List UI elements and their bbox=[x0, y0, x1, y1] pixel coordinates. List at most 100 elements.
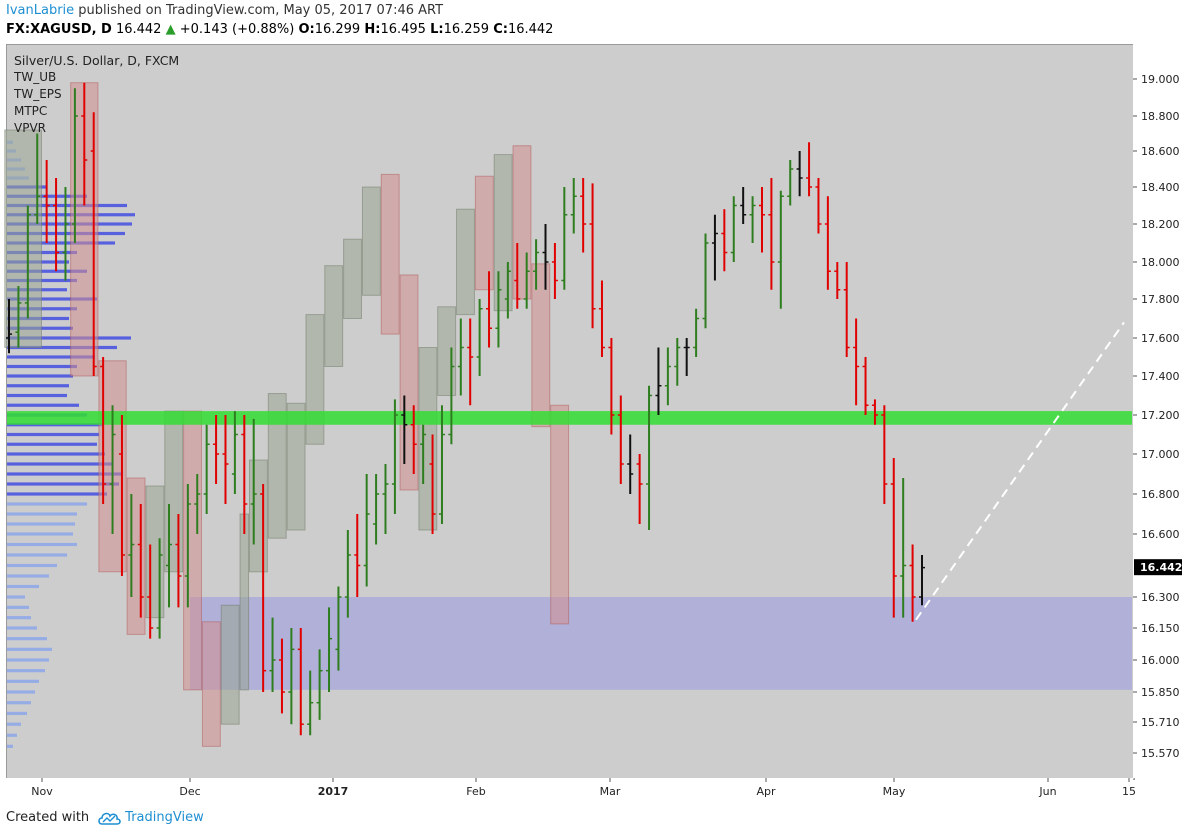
swing-box bbox=[164, 410, 184, 573]
volume-profile-bar bbox=[7, 297, 97, 301]
swing-box bbox=[286, 402, 306, 531]
volume-profile-bar bbox=[7, 733, 17, 737]
volume-profile-bar bbox=[7, 553, 67, 557]
volume-profile-bar bbox=[7, 605, 29, 609]
volume-profile-bar bbox=[7, 522, 75, 526]
volume-profile-bar bbox=[7, 574, 49, 578]
volume-profile-bar bbox=[7, 647, 52, 651]
price-axis[interactable] bbox=[1133, 44, 1184, 778]
price-axis-label: 18.200 bbox=[1141, 218, 1180, 231]
volume-profile-bar bbox=[7, 203, 127, 208]
time-axis-label: Dec bbox=[179, 785, 200, 798]
tradingview-brand-link[interactable]: TradingView bbox=[125, 810, 204, 825]
price-axis-label: 17.200 bbox=[1141, 409, 1180, 422]
resistance-zone bbox=[7, 411, 1132, 425]
projection-line bbox=[915, 321, 1125, 621]
legend-title: Silver/U.S. Dollar, D, FXCM bbox=[14, 53, 180, 68]
volume-profile-bar bbox=[7, 711, 27, 716]
price-axis-label: 17.000 bbox=[1141, 448, 1180, 461]
time-axis-label: Apr bbox=[756, 785, 776, 798]
high-label: H: bbox=[364, 22, 381, 37]
symbol-label: FX:XAGUSD, D bbox=[6, 22, 112, 37]
volume-profile-bar bbox=[7, 532, 73, 536]
support-zone bbox=[190, 597, 1132, 690]
price-axis-label: 16.300 bbox=[1141, 591, 1180, 604]
volume-profile-bar bbox=[7, 584, 39, 589]
symbol-line: FX:XAGUSD, D 16.442 ▲ +0.143 (+0.88%) O:… bbox=[6, 22, 553, 37]
volume-profile-bar bbox=[7, 345, 117, 350]
price-axis-label: 16.000 bbox=[1141, 654, 1180, 667]
last-price-tag bbox=[1134, 559, 1182, 576]
volume-profile-bar bbox=[7, 336, 131, 340]
volume-profile-bar bbox=[7, 690, 35, 694]
swing-box bbox=[145, 485, 165, 619]
price-axis-label: 18.000 bbox=[1141, 256, 1180, 269]
swing-box bbox=[380, 173, 400, 335]
swing-box bbox=[343, 238, 362, 319]
legend-item-tw-ub[interactable]: TW_UB bbox=[14, 70, 57, 84]
swing-box bbox=[493, 154, 513, 312]
volume-profile-bar bbox=[7, 563, 57, 568]
swing-box bbox=[267, 393, 287, 539]
volume-profile-bar bbox=[7, 403, 79, 407]
volume-profile-bar bbox=[7, 744, 13, 748]
volume-profile-bar bbox=[7, 492, 107, 496]
volume-profile-bar bbox=[7, 616, 31, 620]
time-axis-label: Mar bbox=[600, 785, 621, 798]
swing-box bbox=[474, 175, 494, 291]
swing-box bbox=[305, 314, 325, 445]
swing-box bbox=[201, 621, 221, 747]
price-axis-label: 16.800 bbox=[1141, 488, 1180, 501]
volume-profile-bar bbox=[7, 241, 115, 245]
volume-profile-bar bbox=[7, 269, 87, 273]
price-axis-label: 17.600 bbox=[1141, 332, 1180, 345]
time-axis-label: May bbox=[883, 785, 906, 798]
close-label: C: bbox=[493, 22, 508, 37]
volume-profile-bar bbox=[7, 472, 122, 476]
volume-profile-bar bbox=[7, 542, 77, 547]
time-axis[interactable] bbox=[6, 778, 1133, 802]
price-axis-label: 17.800 bbox=[1141, 293, 1180, 306]
footer: Created with TradingView bbox=[6, 810, 204, 826]
price-axis-label: 15.710 bbox=[1141, 716, 1180, 729]
volume-profile-bar bbox=[7, 278, 77, 283]
volume-profile-bar bbox=[7, 442, 97, 446]
time-axis-label: 2017 bbox=[318, 785, 349, 798]
legend-item-vpvr[interactable]: VPVR bbox=[14, 121, 46, 135]
volume-profile-bar bbox=[7, 462, 112, 466]
publish-line: IvanLabrie published on TradingView.com,… bbox=[6, 3, 443, 18]
swing-box bbox=[418, 347, 438, 531]
volume-profile-bar bbox=[7, 307, 77, 311]
volume-profile-bar bbox=[7, 637, 47, 641]
volume-profile-bar bbox=[7, 626, 37, 630]
price-axis-label: 19.000 bbox=[1141, 73, 1180, 86]
tradingview-cloud-icon bbox=[98, 812, 121, 825]
open-value: 16.299 bbox=[314, 22, 361, 37]
swing-box bbox=[126, 477, 146, 635]
swing-box bbox=[456, 208, 475, 316]
author-link[interactable]: IvanLabrie bbox=[6, 3, 75, 18]
price-change: +0.143 (+0.88%) bbox=[179, 22, 295, 37]
volume-profile-bar bbox=[7, 452, 105, 456]
swing-box bbox=[220, 604, 240, 725]
legend-item-mtpc[interactable]: MTPC bbox=[14, 104, 48, 118]
created-with-label: Created with bbox=[6, 810, 90, 825]
legend-item-tw-eps[interactable]: TW_EPS bbox=[14, 87, 62, 101]
swing-box bbox=[183, 410, 202, 691]
volume-profile-bar bbox=[7, 679, 39, 683]
volume-profile-bar bbox=[7, 722, 21, 726]
last-price-tag-label: 16.442 bbox=[1140, 561, 1182, 574]
volume-profile-bar bbox=[7, 669, 45, 673]
volume-profile-bar bbox=[7, 512, 77, 516]
high-value: 16.495 bbox=[380, 22, 426, 37]
swing-box bbox=[399, 274, 419, 491]
price-axis-label: 17.400 bbox=[1141, 370, 1180, 383]
swing-box bbox=[4, 129, 42, 348]
low-value: 16.259 bbox=[443, 22, 490, 37]
time-axis-label: 15 bbox=[1122, 785, 1136, 798]
swing-box bbox=[361, 186, 381, 296]
up-arrow-icon: ▲ bbox=[165, 22, 176, 37]
price-axis-label: 16.600 bbox=[1141, 528, 1180, 541]
swing-box bbox=[324, 265, 344, 368]
